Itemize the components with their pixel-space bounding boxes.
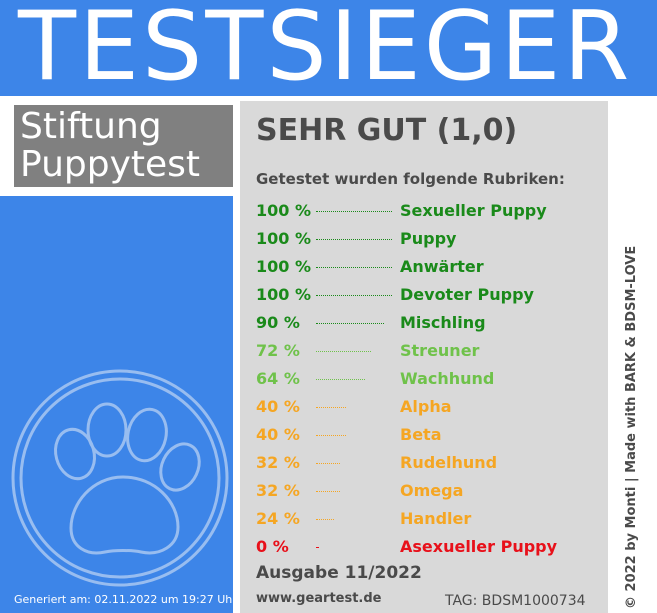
category-row: 90 % Mischling: [256, 312, 608, 334]
category-percent: 0 %: [256, 537, 289, 556]
category-percent: 100 %: [256, 201, 311, 220]
category-leader: [316, 407, 347, 408]
category-leader: [316, 323, 385, 324]
category-leader: [316, 239, 392, 240]
category-name: Sexueller Puppy: [400, 201, 547, 220]
brand-label: [14, 105, 233, 187]
category-name: Puppy: [400, 229, 457, 248]
category-percent: 32 %: [256, 453, 300, 472]
issue-label: Ausgabe 11/2022: [256, 563, 422, 583]
category-leader: [316, 211, 392, 212]
category-row: 32 % Rudelhund: [256, 452, 608, 474]
category-leader: [316, 491, 341, 492]
category-name: Omega: [400, 481, 464, 500]
page-title: TESTSIEGER: [18, 0, 633, 102]
brand-line-2: Puppytest: [20, 144, 201, 185]
category-name: Wachhund: [400, 369, 495, 388]
category-name: Beta: [400, 425, 442, 444]
category-name: Alpha: [400, 397, 452, 416]
category-percent: 64 %: [256, 369, 300, 388]
category-row: 64 % Wachhund: [256, 368, 608, 390]
category-percent: 32 %: [256, 481, 300, 500]
category-percent: 40 %: [256, 425, 300, 444]
category-row: 100 % Sexueller Puppy: [256, 200, 608, 222]
tag-id: TAG: BDSM1000734: [445, 593, 586, 609]
brand-line-1: Stiftung: [20, 106, 162, 147]
category-name: Mischling: [400, 313, 486, 332]
category-leader: [316, 547, 318, 548]
generated-date: Generiert am: 02.11.2022 um 19:27 Uhr: [14, 593, 237, 606]
category-name: Rudelhund: [400, 453, 498, 472]
category-row: 24 % Handler: [256, 508, 608, 530]
category-percent: 100 %: [256, 229, 311, 248]
category-percent: 90 %: [256, 313, 300, 332]
category-leader: [316, 435, 347, 436]
category-row: 100 % Devoter Puppy: [256, 284, 608, 306]
grade-title: SEHR GUT (1,0): [256, 113, 518, 148]
category-row: 100 % Puppy: [256, 228, 608, 250]
category-percent: 100 %: [256, 257, 311, 276]
category-leader: [316, 463, 341, 464]
result-card: [240, 101, 608, 613]
category-row: 100 % Anwärter: [256, 256, 608, 278]
credit-text: © 2022 by Monti | Made with BARK & BDSM-…: [624, 245, 639, 609]
category-leader: [316, 267, 392, 268]
category-name: Streuner: [400, 341, 480, 360]
category-name: Devoter Puppy: [400, 285, 534, 304]
category-leader: [316, 519, 335, 520]
category-name: Handler: [400, 509, 472, 528]
header-banner: TESTSIEGER: [0, 0, 657, 102]
paw-icon: [11, 369, 229, 587]
category-percent: 72 %: [256, 341, 300, 360]
category-row: 72 % Streuner: [256, 340, 608, 362]
category-leader: [316, 295, 392, 296]
category-row: 40 % Alpha: [256, 396, 608, 418]
category-leader: [316, 351, 371, 352]
website-link[interactable]: www.geartest.de: [256, 591, 382, 606]
category-percent: 24 %: [256, 509, 300, 528]
credit-strip: © 2022 by Monti | Made with BARK & BDSM-…: [612, 101, 639, 613]
category-percent: 100 %: [256, 285, 311, 304]
categories-intro: Getestet wurden folgende Rubriken:: [256, 170, 565, 188]
category-name: Asexueller Puppy: [400, 537, 558, 556]
category-row: 0 % Asexueller Puppy: [256, 536, 608, 558]
category-row: 40 % Beta: [256, 424, 608, 446]
category-name: Anwärter: [400, 257, 484, 276]
category-leader: [316, 379, 365, 380]
category-percent: 40 %: [256, 397, 300, 416]
category-row: 32 % Omega: [256, 480, 608, 502]
